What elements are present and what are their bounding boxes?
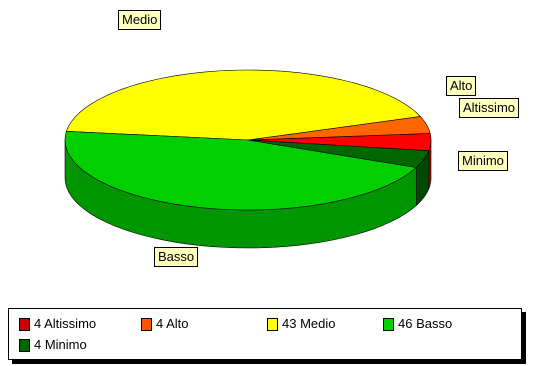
legend-item-minimo: 4 Minimo — [19, 337, 87, 353]
pie-slice-medio — [65, 69, 422, 141]
legend-swatch-altissimo — [19, 317, 30, 331]
callout-medio: Medio — [118, 10, 162, 30]
pie-chart-plot — [64, 69, 432, 249]
legend-item-alto: 4 Alto — [141, 316, 189, 332]
callout-basso: Basso — [154, 247, 199, 267]
legend-swatch-medio — [267, 317, 278, 331]
chart-legend: 4 Altissimo 4 Alto 43 Medio 46 Basso 4 M… — [8, 308, 522, 360]
legend-label-altissimo: 4 Altissimo — [34, 316, 97, 331]
pie-slice-altissimo — [247, 133, 432, 152]
legend-swatch-alto — [141, 317, 152, 331]
pie-slice-alto — [247, 116, 431, 141]
legend-item-medio: 43 Medio — [267, 316, 335, 332]
legend-item-altissimo: 4 Altissimo — [19, 316, 96, 332]
legend-swatch-minimo — [19, 338, 30, 352]
legend-label-medio: 43 Medio — [282, 316, 336, 331]
pie-slice-minimo — [247, 139, 430, 168]
callout-alto: Alto — [446, 76, 477, 96]
callout-altissimo: Altissimo — [459, 98, 520, 118]
legend-label-minimo: 4 Minimo — [34, 337, 87, 352]
legend-swatch-basso — [383, 317, 394, 331]
legend-item-basso: 46 Basso — [383, 316, 452, 332]
legend-label-basso: 46 Basso — [398, 316, 453, 331]
callout-minimo: Minimo — [458, 151, 508, 171]
legend-label-alto: 4 Alto — [156, 316, 189, 331]
pie-slice-basso — [64, 131, 417, 211]
